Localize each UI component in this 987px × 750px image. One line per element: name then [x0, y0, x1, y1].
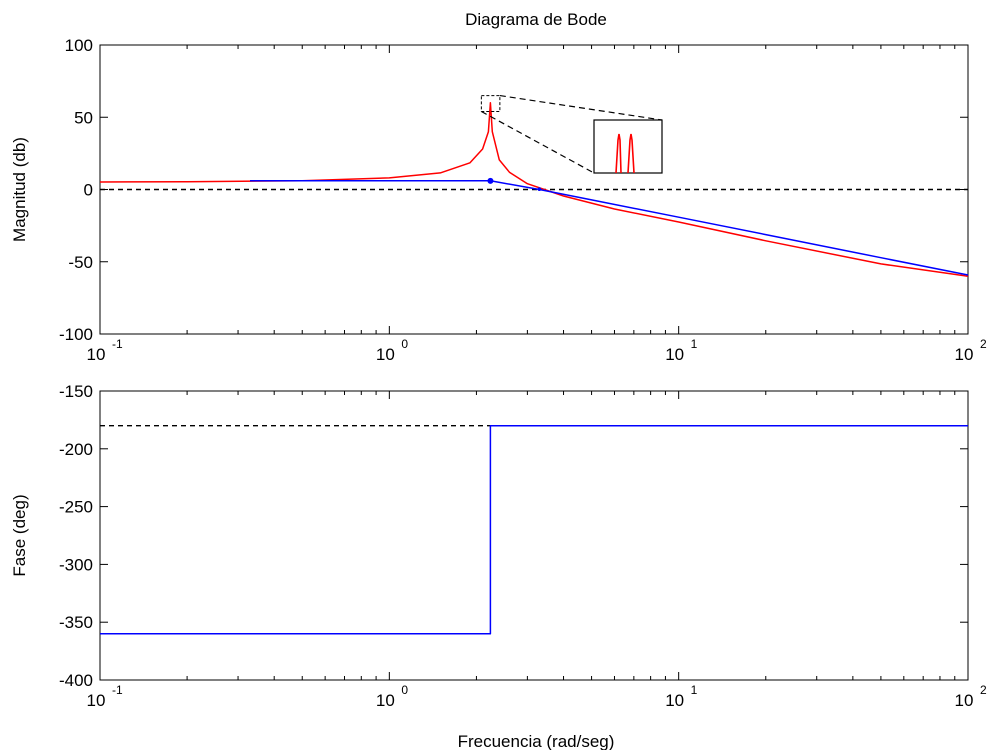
inset-connector-line: [499, 94, 663, 121]
mag-y-tick-label: 100: [65, 36, 93, 55]
mag-x-tick-label: 10: [87, 345, 106, 364]
x-axis-label: Frecuencia (rad/seg): [458, 732, 615, 750]
phase-x-tick-exponent: 1: [691, 683, 698, 697]
inset-connector-line: [481, 110, 595, 174]
inset-source-box: [480, 95, 501, 112]
phase-y-axis-label: Fase (deg): [10, 494, 29, 576]
phase-x-tick-exponent: 0: [401, 683, 408, 697]
mag-y-tick-label: 0: [84, 181, 93, 200]
phase-plot: 10 -1 10 0 10 1 10 2 -400 -350 -300 -250 -200 -150 Fas…: [10, 382, 987, 710]
mag-x-tick-label: 10: [376, 345, 395, 364]
phase-x-tick-label: 10: [665, 691, 684, 710]
inset-spike-left: [615, 133, 622, 174]
mag-marker-dot: [487, 177, 494, 184]
mag-x-tick-exponent: 1: [691, 337, 698, 351]
phase-y-tick-label: -400: [59, 671, 93, 690]
phase-x-tick-label: 10: [955, 691, 974, 710]
mag-y-axis-label: Magnitud (db): [10, 137, 29, 242]
mag-y-tick-label: -100: [59, 325, 93, 344]
inset-spike-right: [627, 133, 635, 174]
figure-title: Diagrama de Bode: [465, 10, 607, 29]
phase-y-tick-label: -150: [59, 382, 93, 401]
mag-series-blue-line: [250, 180, 969, 276]
phase-y-tick-label: -250: [59, 498, 93, 517]
mag-y-tick-label: 50: [74, 108, 93, 127]
mag-x-tick-exponent: 0: [401, 337, 408, 351]
phase-x-tick-exponent: 2: [980, 683, 987, 697]
phase-axes-box: [99, 390, 969, 681]
phase-x-tick-label: 10: [87, 691, 106, 710]
mag-x-tick-label: 10: [665, 345, 684, 364]
mag-y-tick-label: -50: [68, 253, 93, 272]
phase-series-blue-line: [100, 424, 968, 635]
mag-series-red-line: [99, 102, 969, 277]
phase-y-tick-label: -350: [59, 613, 93, 632]
mag-x-tick-exponent: -1: [112, 337, 123, 351]
phase-y-tick-label: -200: [59, 440, 93, 459]
mag-x-tick-label: 10: [955, 345, 974, 364]
phase-x-tick-exponent: -1: [112, 683, 123, 697]
mag-x-tick-exponent: 2: [980, 337, 987, 351]
phase-y-tick-label: -300: [59, 555, 93, 574]
mag-asymptote-crossing-dot: [537, 187, 542, 192]
phase-x-tick-label: 10: [376, 691, 395, 710]
